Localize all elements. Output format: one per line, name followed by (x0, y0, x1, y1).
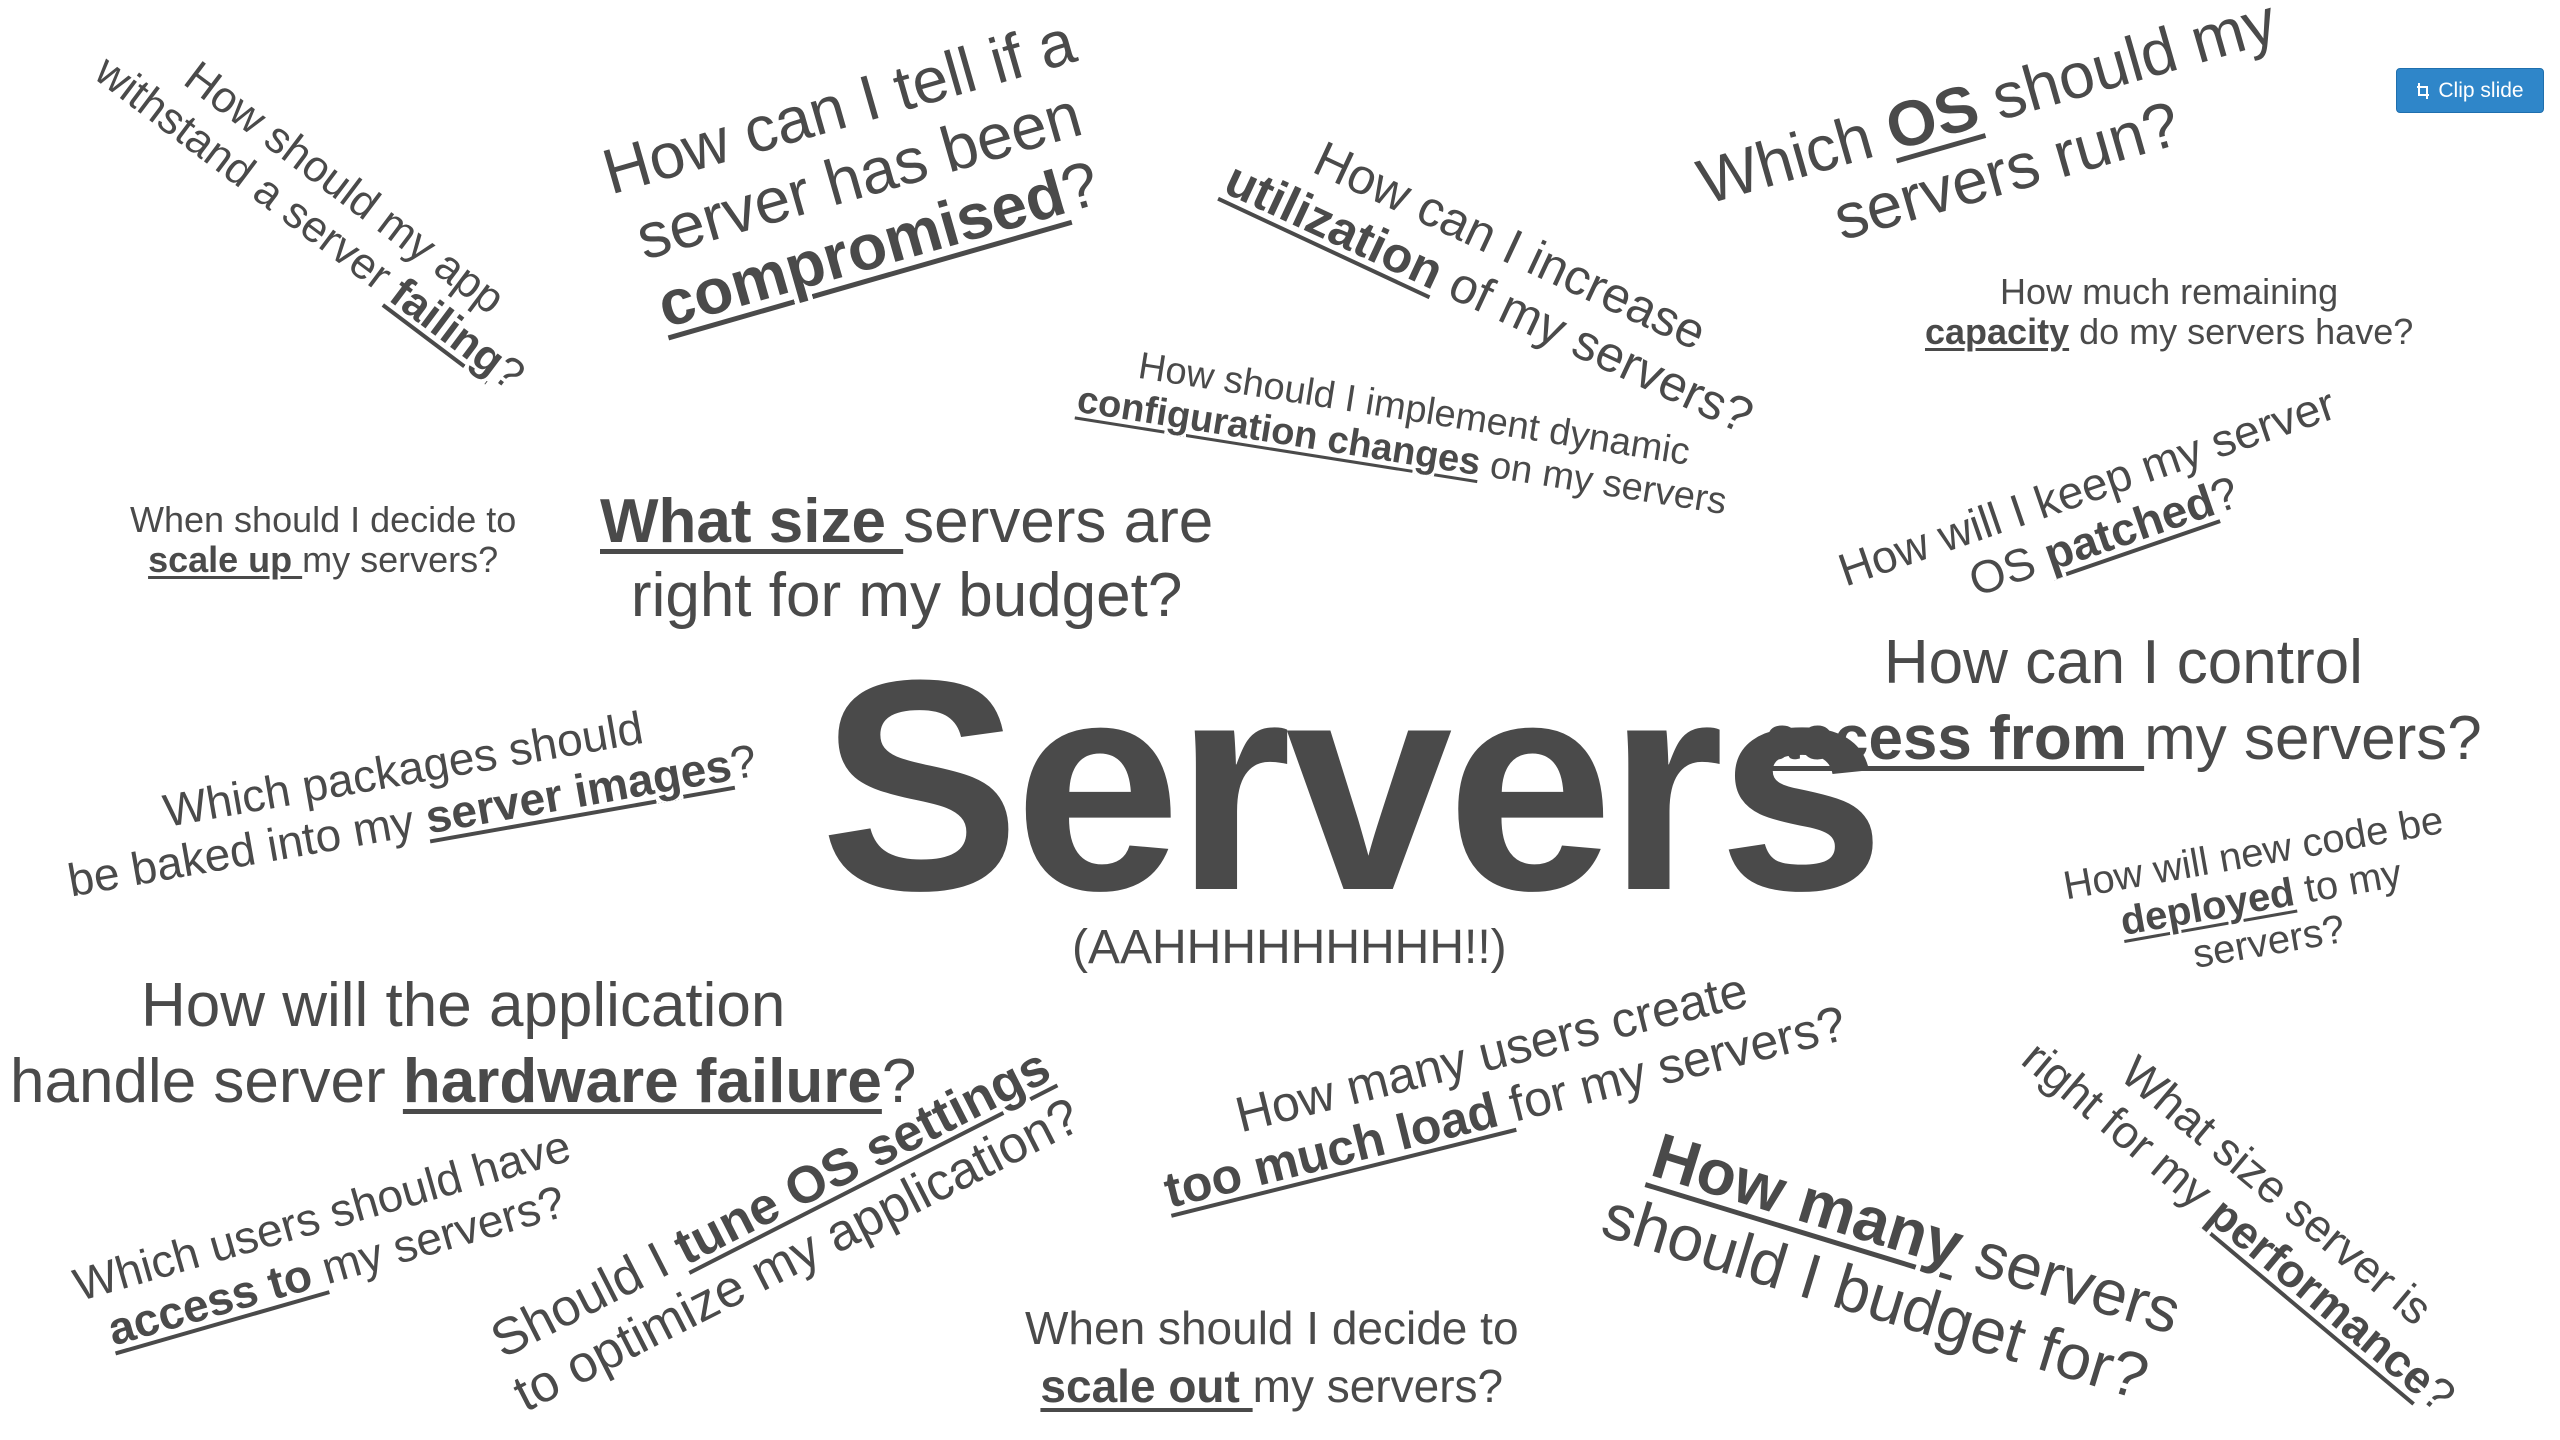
line: How can I control (1883, 628, 2363, 697)
question-compromised: How can I tell if a server has been comp… (595, 5, 1123, 347)
emphasis: capacity (1925, 311, 2070, 353)
line: handle server hardware failure? (10, 1046, 917, 1116)
emphasis: hardware failure (402, 1046, 882, 1116)
line: withstand a server failing? (85, 46, 534, 401)
line: How should my app (175, 52, 514, 324)
line: When should I decide to (1025, 1302, 1519, 1354)
page-title: Servers (820, 617, 1885, 953)
question-deployed: How will new code be deployed to my serv… (2060, 798, 2462, 997)
line: access from my servers? (1765, 703, 2482, 773)
line: When should I decide to (130, 499, 517, 540)
clip-icon (2417, 82, 2430, 99)
emphasis: scale up (148, 539, 303, 581)
question-which-os: Which OS should my servers run? (1690, 0, 2304, 288)
question-patched: How will I keep my server OS patched? (1832, 377, 2359, 645)
line: How will the application (140, 971, 786, 1040)
question-withstand-failing: How should my app withstand a server fai… (86, 46, 563, 401)
line: right for my budget? (630, 561, 1183, 631)
line: How much remaining (2000, 271, 2339, 312)
clip-slide-button[interactable]: Clip slide (2396, 68, 2544, 113)
page-subtitle: (AAHHHHHHHHH!!) (1072, 921, 1507, 974)
question-hardware-failure: How will the application handle server h… (10, 968, 916, 1119)
line: to optimize my application? (504, 1087, 1090, 1424)
question-control-access: How can I control access from my servers… (1765, 625, 2482, 776)
question-scale-up: When should I decide to scale up my serv… (130, 499, 517, 581)
line: scale up my servers? (148, 539, 499, 581)
question-how-many: How many servers should I budget for? (1595, 1119, 2189, 1417)
question-what-size-budget: What size servers are right for my budge… (600, 485, 1213, 634)
emphasis: What size (600, 487, 904, 556)
line: What size servers are (600, 487, 1214, 556)
line: scale out my servers? (1040, 1359, 1504, 1412)
question-server-images: Which packages should be baked into my s… (55, 684, 761, 907)
line: capacity do my servers have? (1925, 311, 2414, 353)
emphasis: scale out (1040, 1359, 1253, 1412)
emphasis: access from (1765, 703, 2145, 773)
clip-slide-label: Clip slide (2438, 78, 2524, 102)
question-remaining-capacity: How much remaining capacity do my server… (1925, 271, 2414, 353)
question-scale-out: When should I decide to scale out my ser… (1025, 1300, 1519, 1415)
